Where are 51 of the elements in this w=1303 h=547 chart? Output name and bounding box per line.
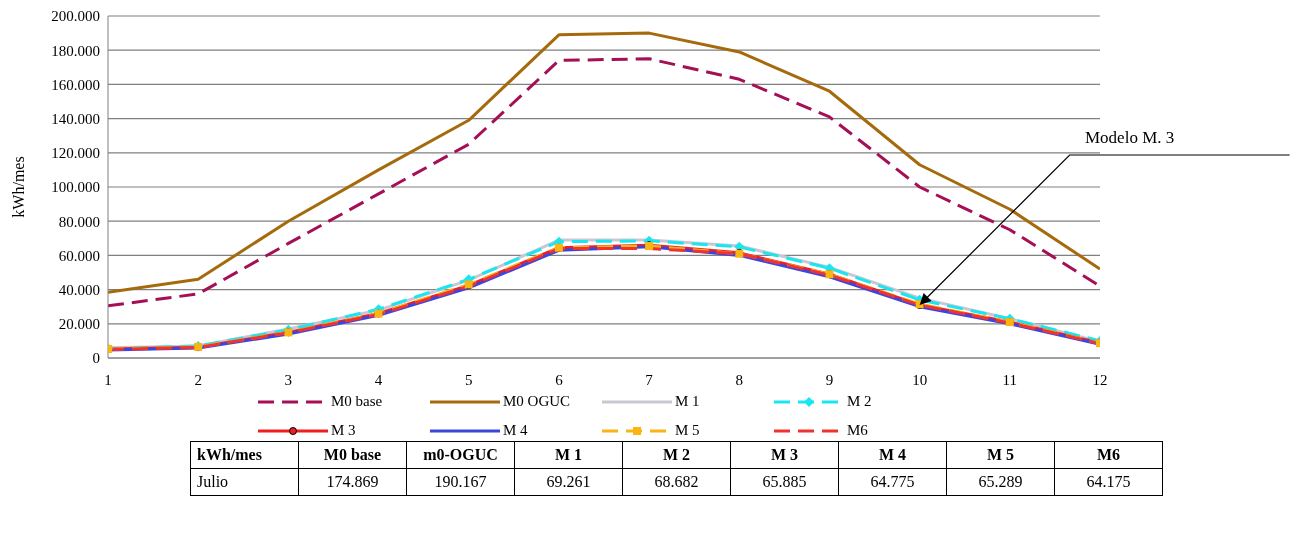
y-tick-label: 180.000 [51, 42, 100, 59]
legend-label: M0 OGUC [503, 393, 571, 410]
text: kWh/mes [190, 441, 299, 469]
y-tick-label: 140.000 [51, 110, 100, 127]
x-tick-label: 3 [284, 371, 293, 388]
category-label: M 1 [514, 441, 623, 469]
legend-label: M 1 [675, 393, 700, 410]
text: Julio [190, 468, 299, 496]
x-tick-label: 10 [912, 371, 928, 388]
y-tick-label: 200.000 [51, 8, 100, 25]
y-tick-label: 0 [92, 350, 100, 367]
text: 64.775 [870, 473, 915, 490]
category-label: M 4 [838, 441, 947, 469]
legend-label: M 2 [847, 393, 872, 410]
text: 69.261 [546, 473, 591, 490]
text: 68.682 [654, 473, 699, 490]
y-tick-label: 60.000 [58, 247, 100, 264]
text: 190.167 [434, 473, 487, 490]
text: 174.869 [326, 473, 379, 490]
x-tick-label: 4 [374, 371, 383, 388]
category-label: M6 [1054, 441, 1163, 469]
annotation: Modelo M. 3 [1085, 127, 1175, 147]
category-label: M 3 [730, 441, 839, 469]
y-tick-label: 20.000 [58, 316, 100, 333]
legend-label: M 4 [503, 422, 528, 439]
y-tick-label: 40.000 [58, 281, 100, 298]
text: 65.289 [978, 473, 1023, 490]
category-label: M0 base [298, 441, 407, 469]
x-tick-label: 6 [555, 371, 564, 388]
text: 65.885 [762, 473, 807, 490]
x-tick-label: 7 [645, 371, 654, 388]
text: 64.175 [1086, 473, 1131, 490]
x-tick-label: 5 [464, 371, 473, 388]
x-tick-label: 1 [104, 371, 112, 388]
y-tick-label: 160.000 [51, 76, 100, 93]
legend-label: M 5 [675, 422, 700, 439]
legend-label: M 3 [331, 422, 356, 439]
x-tick-label: 11 [1002, 371, 1018, 388]
y-tick-label: 80.000 [58, 213, 100, 230]
category-label: m0-OGUC [406, 441, 515, 469]
y-tick-label: 100.000 [51, 179, 100, 196]
legend-label: M6 [847, 422, 868, 439]
x-tick-label: 12 [1092, 371, 1108, 388]
y-tick-label: 120.000 [51, 145, 100, 162]
x-tick-label: 2 [194, 371, 202, 388]
y-axis-title: kWh/mes [9, 156, 27, 218]
category-label: M 2 [622, 441, 731, 469]
x-tick-label: 8 [735, 371, 744, 388]
legend-label: M0 base [331, 393, 383, 410]
category-label: M 5 [946, 441, 1055, 469]
x-tick-label: 9 [825, 371, 834, 388]
